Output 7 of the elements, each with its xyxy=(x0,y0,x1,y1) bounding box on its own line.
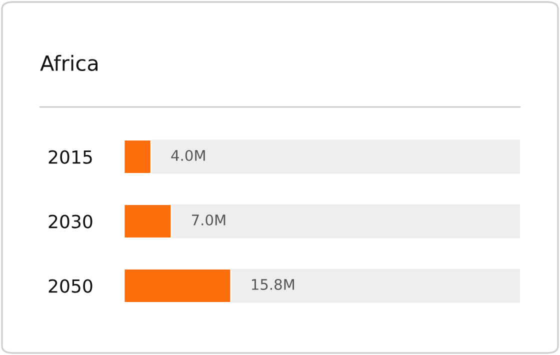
data-label: 15.8M xyxy=(252,278,294,290)
data-label: 7.0M xyxy=(192,214,226,226)
y-tick-label: 2015 xyxy=(48,150,92,164)
y-tick-label: 2030 xyxy=(48,214,92,228)
data-label: 4.0M xyxy=(171,150,205,161)
y-tick-label: 2050 xyxy=(48,279,92,293)
chart-title: Africa xyxy=(40,54,98,72)
